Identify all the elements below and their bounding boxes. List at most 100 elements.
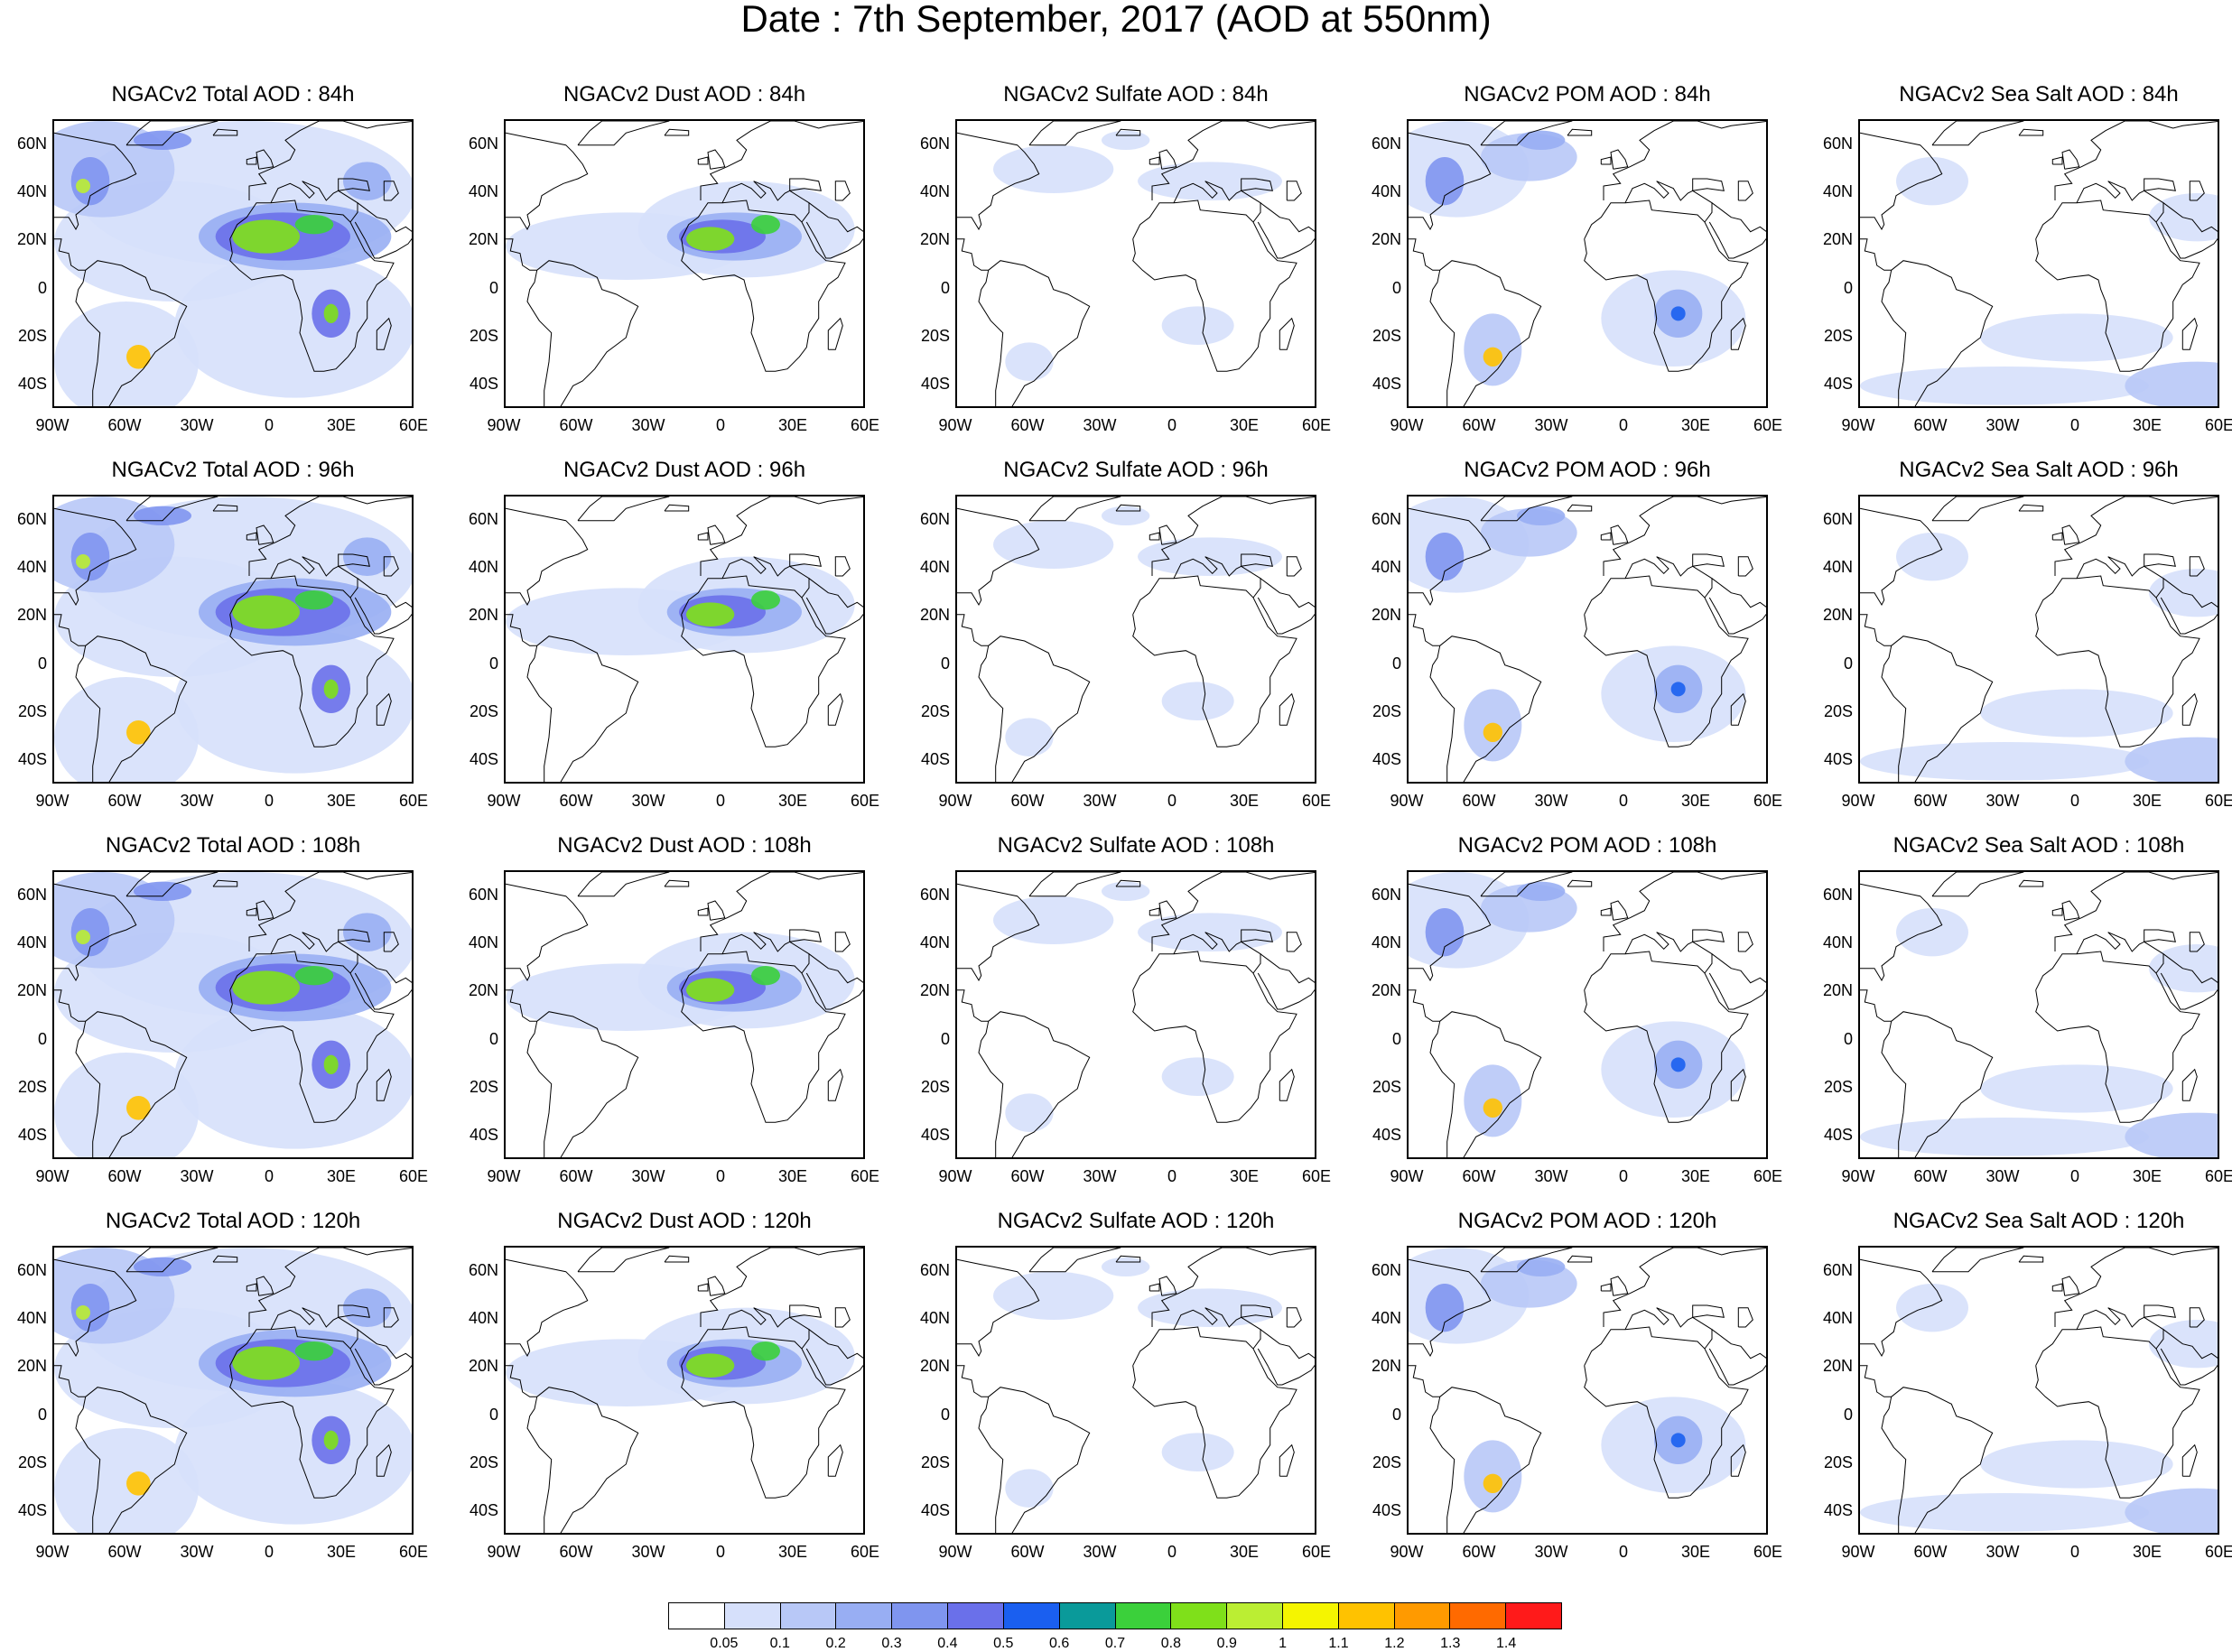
lat-tick-label: 60N [1822, 509, 1853, 528]
lon-tick-label: 0 [715, 1167, 725, 1185]
lat-tick-label: 0 [940, 1405, 950, 1424]
aod-field [1670, 1433, 1686, 1448]
aod-field [1425, 1284, 1465, 1332]
coastline [681, 1326, 846, 1499]
coastline [75, 260, 188, 406]
lon-tick-label: 60E [1301, 792, 1332, 810]
coastline [376, 1068, 392, 1101]
aod-field [686, 978, 735, 1002]
lat-tick-label: 20N [16, 230, 47, 249]
lon-tick-label: 90W [1390, 1167, 1424, 1185]
map-panel: NGACv2 Sulfate AOD : 108h 60N 40N 20N 0 20S 40… [920, 834, 1331, 1195]
lat-tick-label: 20N [1822, 606, 1853, 625]
lat-tick-label: 40S [920, 1126, 950, 1145]
coastline [270, 181, 358, 223]
lon-tick-label: 60E [1301, 416, 1332, 434]
coastline [805, 578, 863, 635]
lon-tick-label: 0 [1618, 416, 1628, 434]
lat-tick-label: 20N [468, 606, 498, 625]
coastline [1610, 900, 1629, 921]
coastline [54, 883, 137, 982]
lat-tick-label: 60N [16, 134, 47, 153]
coastline [1860, 1258, 1943, 1358]
lon-tick-label: 30W [631, 416, 665, 434]
map-svg [1860, 1248, 2218, 1533]
lon-tick-label: 60W [1010, 416, 1045, 434]
coastline [1567, 128, 1593, 136]
coastline [2018, 504, 2044, 512]
coastline [383, 932, 399, 952]
coastline [1115, 128, 1141, 136]
coastline [1241, 929, 1273, 942]
lon-tick-label: 60W [1462, 1543, 1496, 1561]
coastline [834, 1307, 851, 1328]
colorbar-swatch [1115, 1603, 1172, 1629]
colorbar-label: 1 [1279, 1636, 1288, 1651]
map-svg [506, 497, 863, 782]
colorbar-label: 0.6 [1049, 1636, 1070, 1651]
map-svg [54, 1248, 412, 1533]
aod-field [1425, 908, 1465, 957]
coastline [2051, 907, 2063, 916]
lat-tick-label: 40N [919, 558, 950, 576]
coastline [2076, 556, 2164, 599]
lon-tick-label: 60W [107, 1167, 142, 1185]
coastline [2076, 1307, 2164, 1350]
lon-tick-label: 60W [559, 792, 593, 810]
map-area [955, 495, 1316, 784]
lat-tick-label: 20S [1823, 327, 1853, 345]
coastline [376, 317, 392, 350]
coastline [1692, 553, 1725, 567]
coastline [1603, 121, 1766, 200]
lat-tick-label: 20S [1823, 1078, 1853, 1096]
map-area [52, 1246, 414, 1535]
aod-field [70, 1284, 110, 1332]
colorbar-label: 1.3 [1440, 1636, 1461, 1651]
lat-tick-label: 20S [469, 1078, 498, 1096]
lat-tick-label: 60N [1822, 134, 1853, 153]
lat-tick-label: 20S [1372, 1453, 1401, 1471]
lat-tick-label: 60N [468, 885, 498, 904]
lat-tick-label: 0 [1843, 654, 1853, 673]
aod-field [126, 720, 151, 745]
coastline [1603, 497, 1766, 576]
map-svg [54, 121, 412, 406]
coastline [1279, 317, 1295, 350]
lat-tick-label: 20N [16, 981, 47, 1000]
lon-tick-label: 30W [1083, 1167, 1117, 1185]
colorbar-swatch [1394, 1603, 1451, 1629]
lon-tick-label: 30W [631, 792, 665, 810]
coastline [2051, 532, 2063, 541]
aod-field [134, 130, 191, 150]
panel-title: NGACv2 Total AOD : 96h [111, 458, 355, 482]
lat-tick-label: 0 [940, 278, 950, 297]
coastline [1708, 578, 1766, 635]
map-area [504, 119, 865, 408]
lon-tick-label: 30W [1083, 1543, 1117, 1561]
lon-tick-label: 60E [1301, 1167, 1332, 1185]
lat-tick-label: 0 [1391, 1029, 1401, 1048]
aod-field [323, 303, 339, 323]
lon-tick-label: 30W [631, 1543, 665, 1561]
coastline [1881, 636, 1994, 782]
lon-tick-label: 0 [1618, 1543, 1628, 1561]
colorbar-swatch [1059, 1603, 1116, 1629]
lon-tick-label: 60W [107, 792, 142, 810]
aod-field [232, 970, 300, 1005]
lon-tick-label: 60W [1913, 416, 1948, 434]
map-area [52, 870, 414, 1159]
lat-tick-label: 40S [1823, 1126, 1853, 1145]
coastline [827, 1068, 843, 1101]
lat-tick-label: 40S [1372, 1501, 1401, 1520]
coastline [526, 260, 639, 406]
coastline [721, 181, 810, 223]
coastline [978, 636, 1091, 782]
coastline [2144, 929, 2176, 942]
coastline [1151, 1248, 1315, 1327]
coastline [2035, 951, 2200, 1123]
coastline [1881, 260, 1994, 406]
coastline [526, 1387, 639, 1533]
lon-tick-label: 60E [2204, 416, 2232, 434]
lon-tick-label: 30W [180, 1543, 214, 1561]
map-svg [506, 872, 863, 1157]
